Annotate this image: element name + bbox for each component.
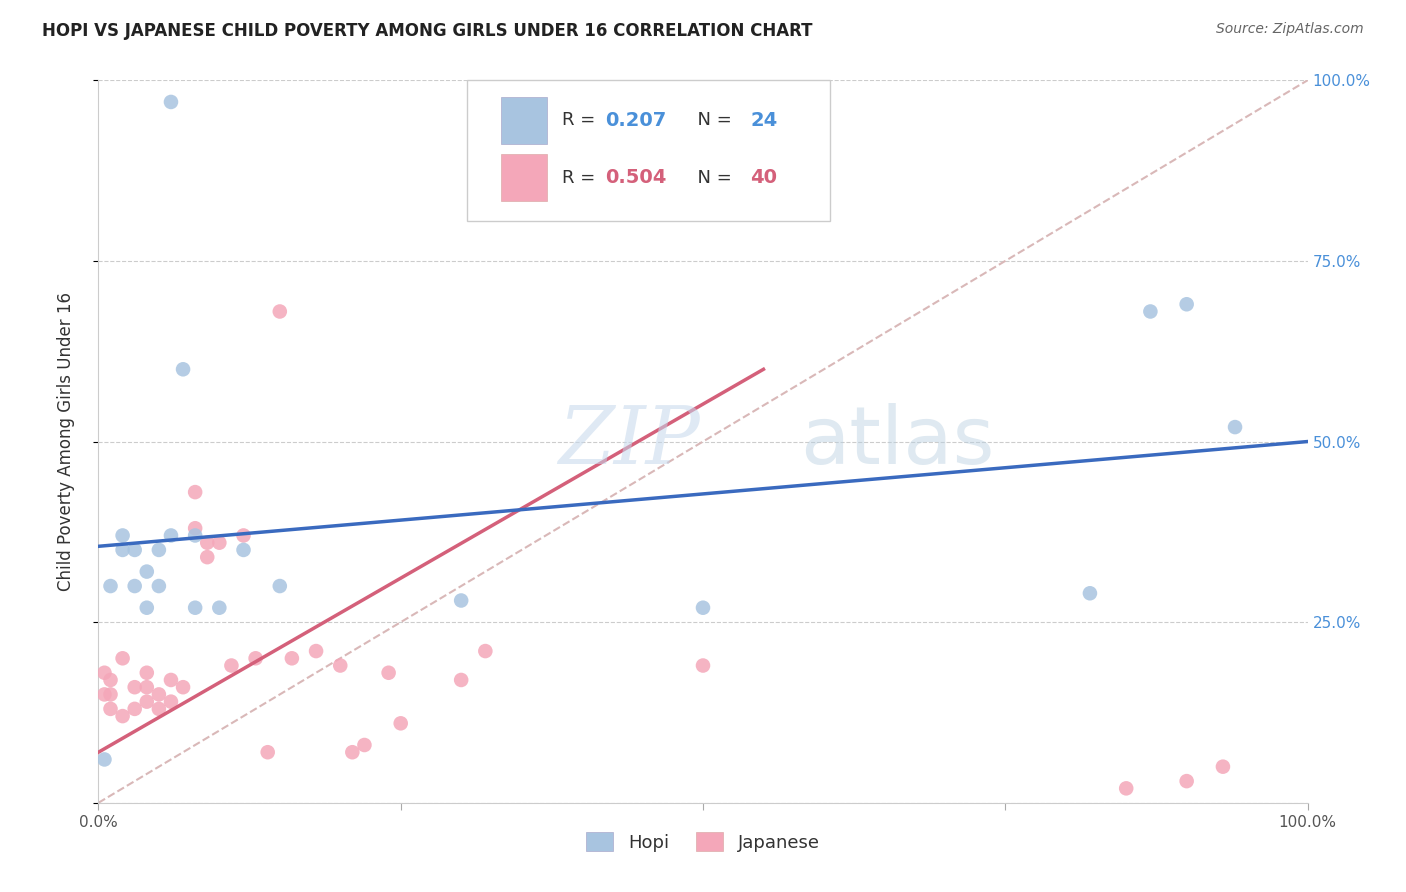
Point <box>148 542 170 557</box>
Text: HOPI VS JAPANESE CHILD POVERTY AMONG GIRLS UNDER 16 CORRELATION CHART: HOPI VS JAPANESE CHILD POVERTY AMONG GIR… <box>42 22 813 40</box>
Text: 0.207: 0.207 <box>605 111 666 129</box>
Point <box>93 752 115 766</box>
Text: Source: ZipAtlas.com: Source: ZipAtlas.com <box>1216 22 1364 37</box>
Point <box>148 687 170 701</box>
Text: atlas: atlas <box>800 402 994 481</box>
Point <box>474 644 496 658</box>
Point <box>135 665 157 680</box>
Point <box>195 550 218 565</box>
Y-axis label: Child Poverty Among Girls Under 16: Child Poverty Among Girls Under 16 <box>56 292 75 591</box>
FancyBboxPatch shape <box>501 96 547 144</box>
Text: R =: R = <box>561 111 600 129</box>
Point <box>111 528 134 542</box>
Point <box>100 702 122 716</box>
Point <box>208 600 231 615</box>
Text: 0.504: 0.504 <box>605 169 666 187</box>
Point <box>124 680 146 694</box>
Text: ZIP: ZIP <box>558 403 700 480</box>
Point <box>135 565 157 579</box>
Point <box>377 665 399 680</box>
Point <box>184 485 207 500</box>
Point <box>93 687 115 701</box>
Point <box>195 535 218 549</box>
Text: N =: N = <box>686 111 738 129</box>
Point <box>1115 781 1137 796</box>
Point <box>1078 586 1101 600</box>
Point <box>135 695 157 709</box>
Text: N =: N = <box>686 169 738 186</box>
Point <box>1212 760 1234 774</box>
Point <box>100 673 122 687</box>
Point <box>256 745 278 759</box>
Point <box>281 651 304 665</box>
Point <box>148 579 170 593</box>
Point <box>245 651 267 665</box>
Point <box>100 579 122 593</box>
Point <box>450 673 472 687</box>
Legend: Hopi, Japanese: Hopi, Japanese <box>579 825 827 859</box>
Point <box>269 579 291 593</box>
Point <box>135 680 157 694</box>
Point <box>692 658 714 673</box>
Point <box>111 542 134 557</box>
Point <box>1175 774 1198 789</box>
Point <box>172 362 194 376</box>
Point <box>148 702 170 716</box>
Point <box>353 738 375 752</box>
Point <box>160 695 183 709</box>
Point <box>124 542 146 557</box>
Point <box>389 716 412 731</box>
Point <box>124 702 146 716</box>
Point <box>172 680 194 694</box>
Point <box>208 535 231 549</box>
Point <box>1223 420 1246 434</box>
Point <box>160 528 183 542</box>
Point <box>135 600 157 615</box>
Point <box>1139 304 1161 318</box>
Text: 24: 24 <box>751 111 778 129</box>
Point <box>305 644 328 658</box>
Point <box>184 600 207 615</box>
Point <box>111 709 134 723</box>
Point <box>93 665 115 680</box>
Point <box>232 542 254 557</box>
Point <box>1175 297 1198 311</box>
FancyBboxPatch shape <box>467 80 830 221</box>
Point <box>124 579 146 593</box>
Point <box>111 651 134 665</box>
Point <box>100 687 122 701</box>
Point <box>221 658 243 673</box>
Point <box>692 600 714 615</box>
Point <box>342 745 364 759</box>
Point <box>160 95 183 109</box>
Text: 40: 40 <box>751 169 778 187</box>
Text: R =: R = <box>561 169 600 186</box>
FancyBboxPatch shape <box>501 154 547 202</box>
Point <box>184 528 207 542</box>
Point <box>160 673 183 687</box>
Point <box>269 304 291 318</box>
Point <box>329 658 352 673</box>
Point <box>450 593 472 607</box>
Point <box>184 521 207 535</box>
Point <box>232 528 254 542</box>
